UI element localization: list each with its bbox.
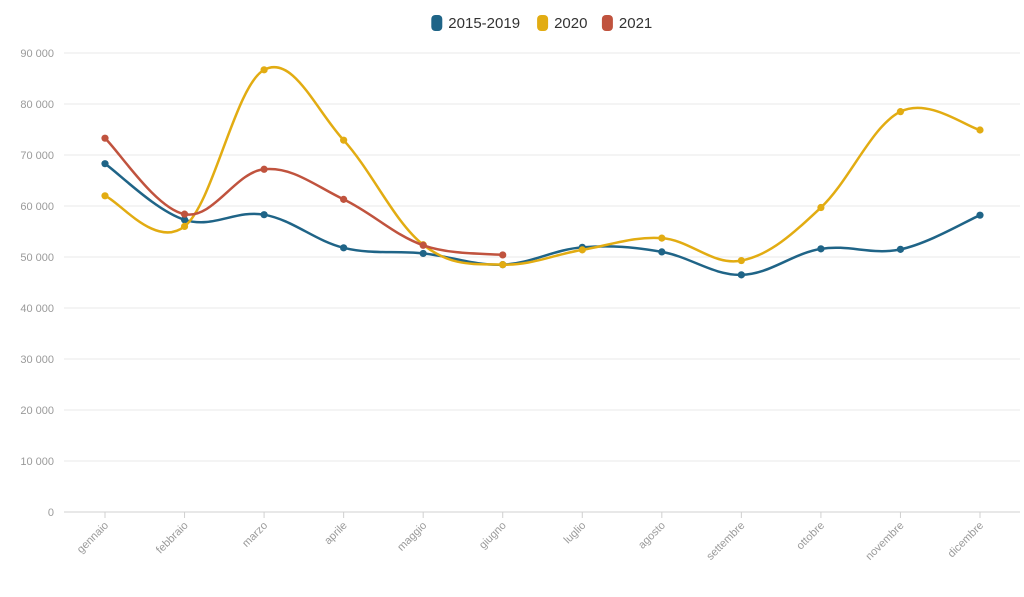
x-tick-label: luglio: [562, 520, 589, 547]
data-point: [419, 241, 427, 249]
series-line: [103, 136, 504, 257]
legend-label: 2015-2019: [448, 15, 520, 32]
data-point: [340, 244, 348, 252]
data-point: [101, 192, 109, 200]
data-point: [340, 195, 348, 203]
data-point: [340, 136, 348, 144]
y-tick-label: 60 000: [20, 201, 54, 213]
data-point: [260, 211, 268, 219]
x-tick-label: marzo: [240, 520, 270, 550]
data-point: [658, 248, 666, 256]
data-point: [658, 234, 666, 242]
data-point: [180, 222, 189, 230]
data-point: [737, 256, 745, 265]
data-point: [260, 165, 268, 173]
legend-item[interactable]: 2021: [601, 15, 652, 32]
x-tick-label: ottobre: [794, 520, 827, 553]
x-tick-label: giugno: [477, 520, 509, 552]
data-point: [499, 251, 507, 259]
data-point: [976, 211, 984, 219]
series-layer: [101, 66, 984, 279]
legend-label: 2021: [619, 15, 652, 32]
series-2020: [101, 66, 984, 269]
data-point: [101, 134, 109, 142]
legend-item[interactable]: 2020: [537, 15, 587, 32]
y-tick-label: 0: [48, 507, 54, 519]
legend-swatch: [537, 15, 549, 31]
x-tick-label: aprile: [322, 520, 350, 548]
data-point: [976, 126, 984, 134]
data-point: [419, 249, 427, 258]
data-point: [737, 271, 745, 279]
series-line: [103, 66, 982, 266]
y-tick-label: 80 000: [20, 99, 54, 111]
series-2015-2019: [101, 160, 984, 279]
legend-swatch: [601, 15, 613, 31]
data-point: [817, 203, 825, 212]
data-point: [180, 216, 189, 224]
series-line: [103, 162, 982, 277]
y-tick-label: 40 000: [20, 303, 54, 315]
y-tick-label: 70 000: [20, 150, 54, 162]
y-tick-label: 20 000: [20, 405, 54, 417]
x-tick-label: maggio: [395, 520, 429, 554]
x-tick-label: novembre: [863, 520, 906, 563]
legend-label: 2020: [554, 15, 587, 32]
x-tick-label: gennaio: [75, 520, 111, 556]
legend: 2015-2019 2020 2021: [431, 15, 652, 32]
x-tick-label: dicembre: [946, 520, 986, 560]
data-point: [180, 210, 189, 218]
y-tick-label: 90 000: [20, 48, 54, 60]
y-tick-label: 10 000: [20, 456, 54, 468]
legend-swatch: [431, 15, 443, 31]
data-point: [578, 246, 586, 254]
x-tick-label: febbraio: [154, 520, 191, 557]
x-tick-label: agosto: [636, 520, 668, 552]
data-point: [260, 66, 268, 74]
series-2021: [101, 134, 507, 259]
y-tick-label: 30 000: [20, 354, 54, 366]
legend-item[interactable]: 2015-2019: [431, 15, 520, 32]
y-tick-label: 50 000: [20, 252, 54, 264]
data-point: [896, 108, 905, 116]
data-point: [896, 245, 905, 253]
data-point: [101, 160, 109, 168]
data-point: [817, 245, 825, 253]
data-point: [499, 261, 507, 269]
axis-layer: 0 10 000 20 000 30 000 40 000 50 000 60 000 70 …: [20, 48, 1020, 563]
x-tick-label: settembre: [704, 520, 747, 563]
